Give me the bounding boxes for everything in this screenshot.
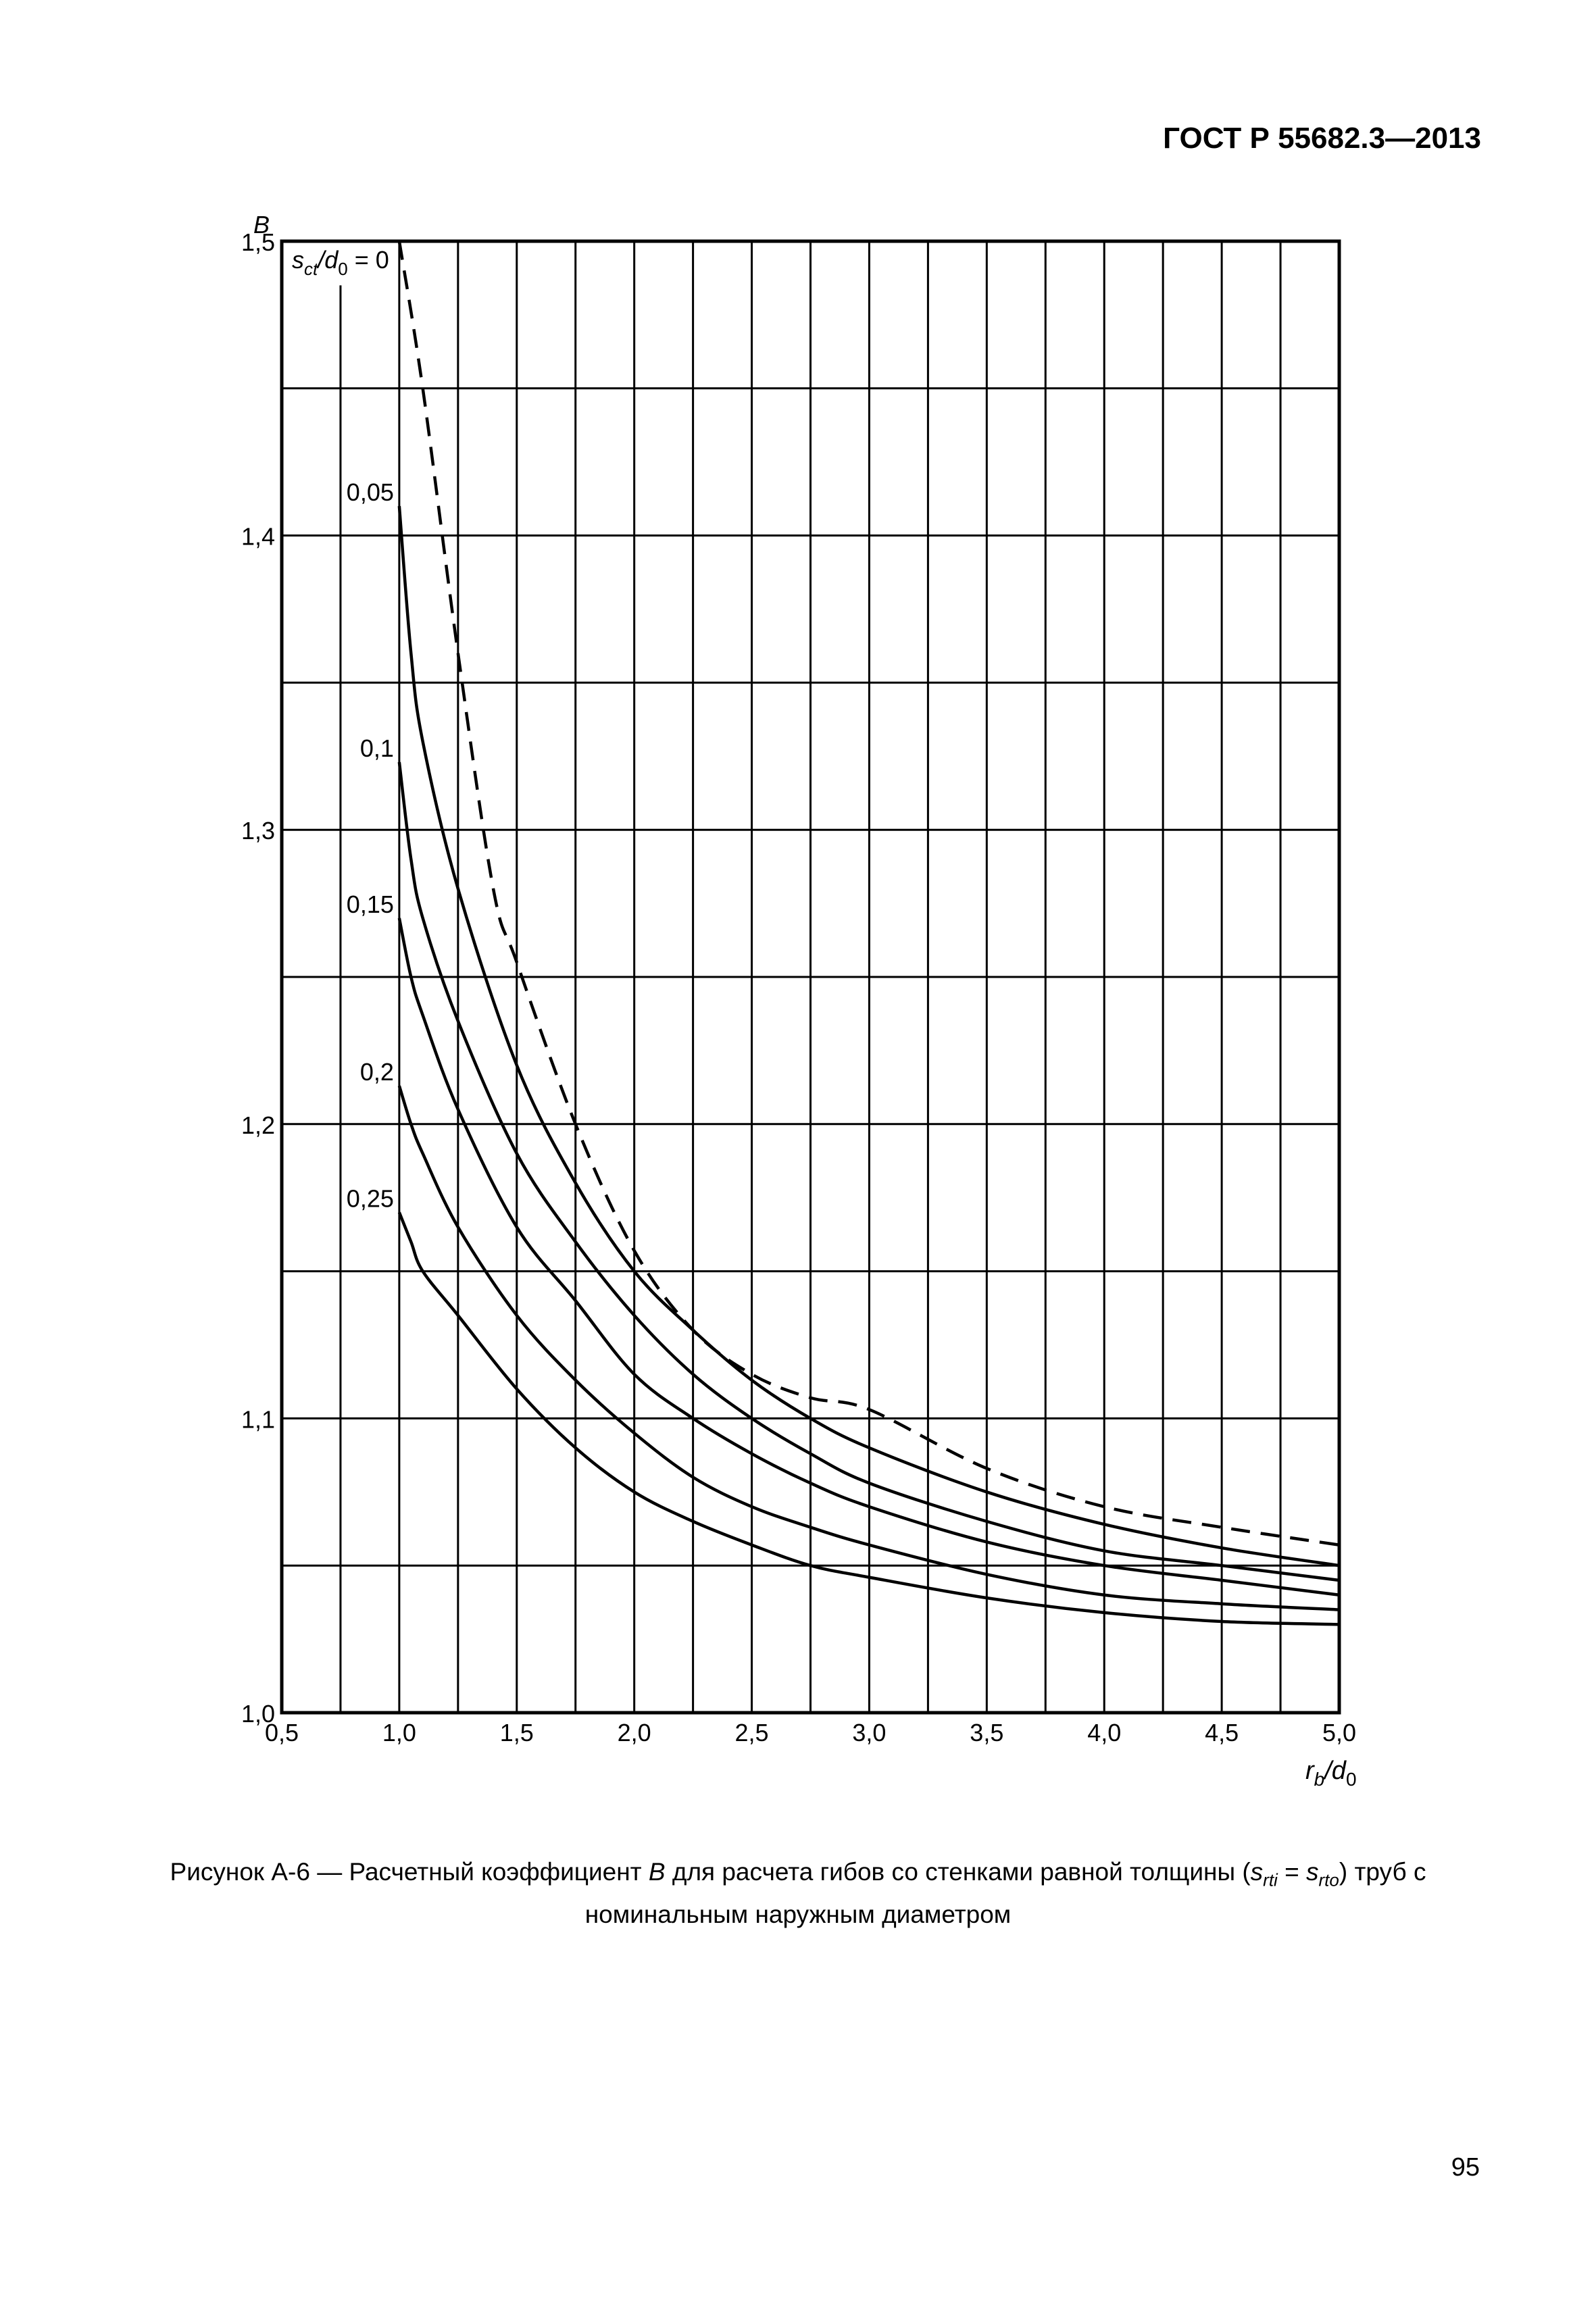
caption-symbol: B bbox=[648, 1858, 666, 1886]
y-tick-label: 1,3 bbox=[241, 817, 275, 845]
x-tick-label: 1,5 bbox=[500, 1719, 534, 1746]
grid bbox=[282, 241, 1339, 1713]
caption-s2: s bbox=[1306, 1858, 1319, 1886]
series-curve-0-15 bbox=[397, 917, 1340, 1596]
y-tick-label: 1,0 bbox=[241, 1700, 275, 1728]
y-tick-label: 1,1 bbox=[241, 1405, 275, 1433]
document-header: ГОСТ Р 55682.3—2013 bbox=[1163, 122, 1481, 155]
labels: 1,01,11,21,31,41,50,5 1,0 1,5 2,0 2,5 3,0 3,5 4… bbox=[241, 211, 1357, 1790]
plot-frame bbox=[280, 239, 1341, 1715]
series-label-0-05: 0,05 bbox=[347, 478, 394, 506]
x-tick-label: 3,0 bbox=[852, 1719, 886, 1746]
series-curve-0-1 bbox=[397, 761, 1340, 1582]
x-tick-label: 0,5 bbox=[265, 1719, 299, 1746]
series-curve-0-25 bbox=[397, 1211, 1340, 1626]
caption-s2-sub: rto bbox=[1318, 1869, 1339, 1890]
caption-suffix: ) труб с bbox=[1339, 1858, 1426, 1886]
series-label-0-25: 0,25 bbox=[347, 1184, 394, 1212]
x-tick-label: 2,5 bbox=[735, 1719, 769, 1746]
caption-s1-sub: rti bbox=[1263, 1869, 1278, 1890]
caption-prefix: Рисунок А-6 — Расчетный коэффициент bbox=[170, 1858, 649, 1886]
y-tick-label: 1,5 bbox=[241, 228, 275, 256]
x-axis-label: rb/d0 bbox=[1305, 1757, 1357, 1790]
caption-s1: s bbox=[1250, 1858, 1264, 1886]
series-curve-0 bbox=[397, 241, 1340, 1546]
series-label-0-2: 0,2 bbox=[360, 1058, 394, 1086]
series-label-0-15: 0,15 bbox=[347, 890, 394, 918]
x-tick-label: 1,0 bbox=[382, 1719, 416, 1746]
chart: 1,01,11,21,31,41,50,5 1,0 1,5 2,0 2,5 3,0 3,5 4… bbox=[241, 211, 1357, 1790]
series-curve-0-05 bbox=[397, 505, 1340, 1567]
series-curve-0-2 bbox=[397, 1085, 1340, 1611]
caption-line-1: Рисунок А-6 — Расчетный коэффициент B дл… bbox=[101, 1855, 1495, 1897]
figure-caption: Рисунок А-6 — Расчетный коэффициент B дл… bbox=[101, 1855, 1495, 1932]
x-tick-label: 4,0 bbox=[1087, 1719, 1121, 1746]
x-tick-label: 2,0 bbox=[618, 1719, 651, 1746]
series-label-0: sct/d0 = 0 bbox=[292, 246, 389, 279]
plot-border bbox=[280, 239, 1341, 1715]
x-tick-label: 4,5 bbox=[1205, 1719, 1239, 1746]
caption-eq: = bbox=[1277, 1858, 1306, 1886]
caption-middle: для расчета гибов со стенками равной тол… bbox=[665, 1858, 1251, 1886]
series-label-0-1: 0,1 bbox=[360, 734, 394, 762]
x-tick-label: 3,5 bbox=[970, 1719, 1003, 1746]
y-tick-label: 1,4 bbox=[241, 523, 275, 551]
page-number: 95 bbox=[1451, 2153, 1480, 2182]
caption-line-2: номинальным наружным диаметром bbox=[584, 1901, 1012, 1929]
y-tick-label: 1,2 bbox=[241, 1111, 275, 1139]
series-group bbox=[397, 241, 1340, 1626]
x-tick-label: 5,0 bbox=[1322, 1719, 1356, 1746]
y-axis-label: B bbox=[253, 211, 270, 238]
